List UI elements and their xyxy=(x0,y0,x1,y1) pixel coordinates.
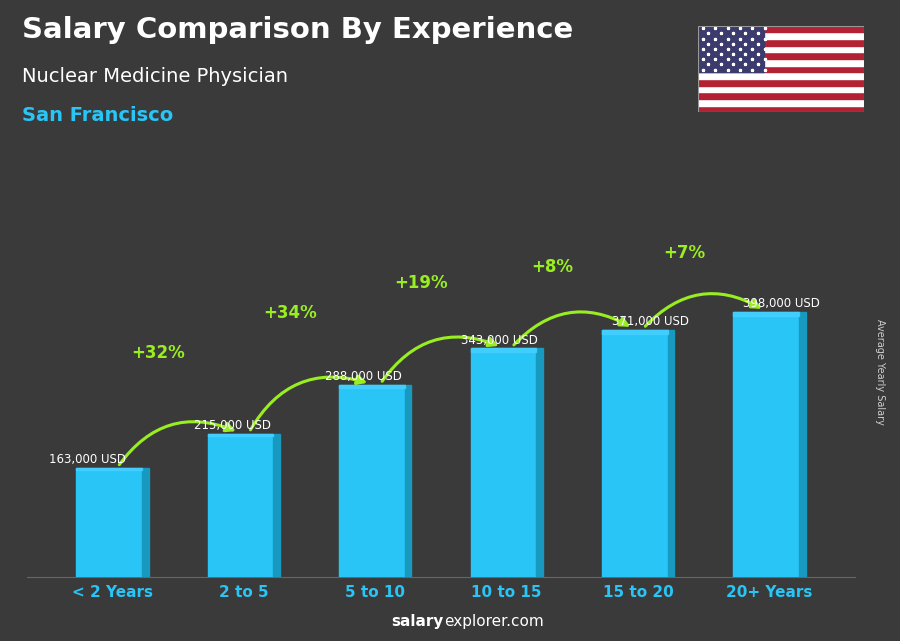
Bar xyxy=(698,39,864,46)
Text: 288,000 USD: 288,000 USD xyxy=(325,370,402,383)
Bar xyxy=(698,32,864,39)
Text: salary: salary xyxy=(392,615,444,629)
Bar xyxy=(668,329,674,577)
Bar xyxy=(602,329,668,577)
Text: +8%: +8% xyxy=(532,258,573,276)
Text: +34%: +34% xyxy=(263,304,317,322)
Bar xyxy=(142,468,148,577)
Bar xyxy=(734,312,799,317)
Bar xyxy=(698,26,764,72)
Bar xyxy=(698,72,864,79)
Text: Nuclear Medicine Physician: Nuclear Medicine Physician xyxy=(22,67,289,87)
Bar xyxy=(698,53,864,59)
Bar xyxy=(698,79,864,85)
Bar xyxy=(698,85,864,92)
Bar xyxy=(536,348,543,577)
Bar xyxy=(208,433,274,436)
Bar xyxy=(698,92,864,99)
Text: Salary Comparison By Experience: Salary Comparison By Experience xyxy=(22,16,574,44)
Bar xyxy=(339,385,405,577)
Bar xyxy=(698,99,864,106)
Text: explorer.com: explorer.com xyxy=(444,615,544,629)
Bar xyxy=(734,312,799,577)
Bar xyxy=(698,65,864,72)
Text: +19%: +19% xyxy=(394,274,448,292)
Bar xyxy=(698,26,864,32)
Text: +32%: +32% xyxy=(131,344,185,362)
Text: 398,000 USD: 398,000 USD xyxy=(743,297,820,310)
Bar xyxy=(799,312,806,577)
Text: Average Yearly Salary: Average Yearly Salary xyxy=(875,319,886,425)
Text: 163,000 USD: 163,000 USD xyxy=(50,453,126,465)
Text: +7%: +7% xyxy=(663,244,706,262)
Bar xyxy=(76,468,142,470)
Text: 215,000 USD: 215,000 USD xyxy=(194,419,271,432)
Bar xyxy=(471,348,536,353)
Text: San Francisco: San Francisco xyxy=(22,106,174,125)
Bar xyxy=(698,106,864,112)
Bar xyxy=(76,468,142,577)
Bar xyxy=(698,46,864,53)
Bar xyxy=(339,385,405,388)
Bar xyxy=(405,385,411,577)
Bar xyxy=(274,433,280,577)
Bar xyxy=(208,433,274,577)
Text: 343,000 USD: 343,000 USD xyxy=(461,333,537,347)
Bar xyxy=(602,329,668,334)
Bar xyxy=(471,348,536,577)
Bar xyxy=(698,59,864,65)
Text: 371,000 USD: 371,000 USD xyxy=(612,315,688,328)
